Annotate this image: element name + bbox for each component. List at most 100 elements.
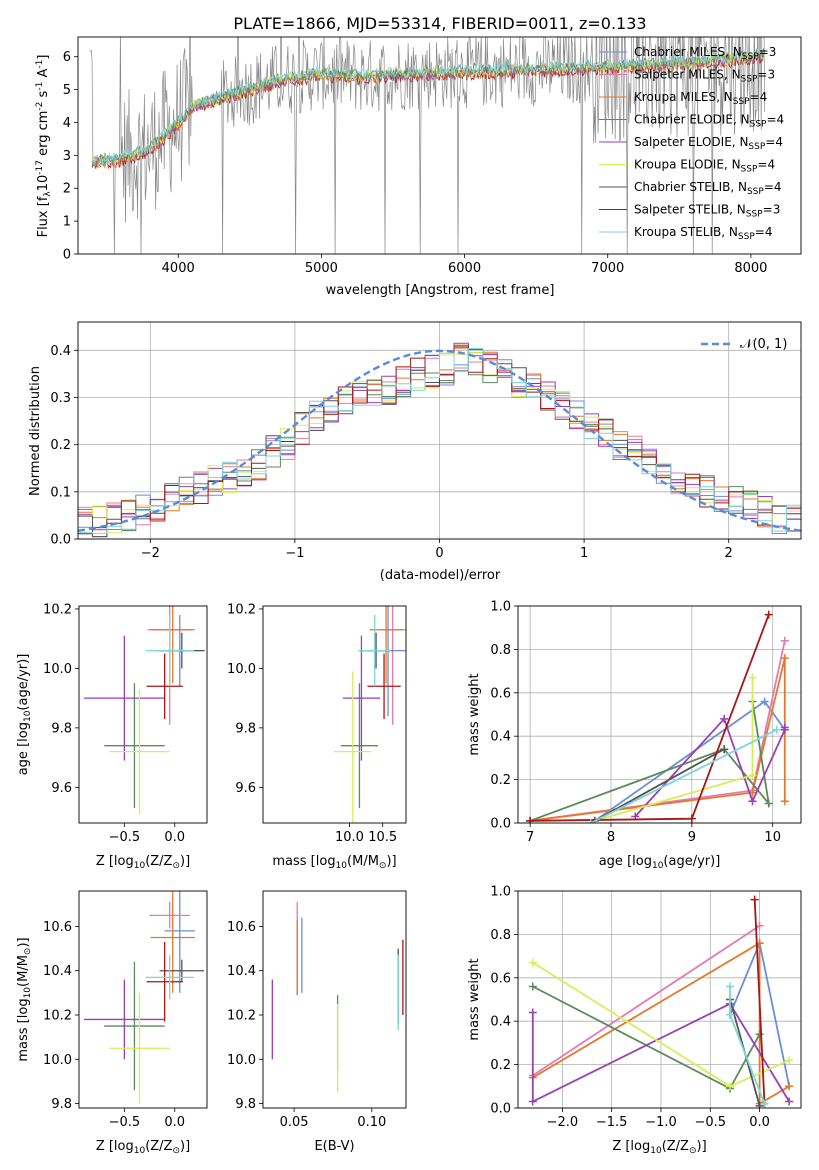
mass-weight-line xyxy=(531,1002,790,1103)
plus-marker xyxy=(720,745,729,754)
normal-curve-line xyxy=(78,349,801,532)
legend-series-name: Kroupa MILES xyxy=(634,90,716,104)
plus-marker xyxy=(760,697,769,706)
plus-marker xyxy=(764,610,773,619)
axis-label-part: (Z/Z xyxy=(145,1139,172,1154)
legend-series-name: Chabrier MILES xyxy=(634,45,725,59)
plot-area xyxy=(78,342,801,538)
y-tick-label: 0.6 xyxy=(490,686,511,701)
axis-label-part: (M/M xyxy=(347,854,379,869)
legend-label: Chabrier MILES, NSSP=3 xyxy=(634,45,776,62)
y-tick-label: 1.0 xyxy=(490,600,511,615)
legend-equals: = xyxy=(763,203,773,217)
axis-label-part: 10 xyxy=(23,710,33,722)
plot-area xyxy=(84,606,205,815)
plus-marker xyxy=(780,654,789,663)
axis-label: age [log10(age/yr)] xyxy=(599,854,721,871)
x-tick-label: 7000 xyxy=(591,261,624,276)
axis-label-part: )] xyxy=(386,854,396,869)
legend-label: Kroupa ELODIE, NSSP=4 xyxy=(634,158,775,175)
plus-marker xyxy=(785,1056,794,1065)
axis-label-part: Flux [f xyxy=(36,196,51,237)
mass-weight-line xyxy=(532,941,790,1106)
legend-nssp: 4 xyxy=(767,158,775,172)
x-tick-label: 6000 xyxy=(448,261,481,276)
axis-label-part: Z [log xyxy=(612,1139,650,1154)
legend-subscript: SSP xyxy=(738,232,755,242)
legend-label: Kroupa MILES, NSSP=4 xyxy=(634,90,767,107)
x-tick-label: −2.0 xyxy=(547,1115,579,1130)
plus-marker xyxy=(785,1097,794,1106)
legend-nssp: 3 xyxy=(767,68,775,82)
x-tick-label: −0.5 xyxy=(694,1115,726,1130)
x-tick-label: 8 xyxy=(607,830,615,845)
axis-label-part: (age/yr)] xyxy=(663,854,720,869)
y-tick-label: 0.6 xyxy=(490,971,511,986)
axis-label: Z [log10(Z/Z⊙)] xyxy=(612,1139,706,1156)
axis-label-part: ] xyxy=(36,55,51,60)
legend-equals: = xyxy=(765,135,775,149)
y-tick-label: 10.2 xyxy=(227,1009,256,1024)
y-tick-label: 0.2 xyxy=(490,1058,511,1073)
plus-marker xyxy=(720,714,729,723)
x-tick-label: 7 xyxy=(526,830,534,845)
legend-label: Salpeter ELODIE, NSSP=4 xyxy=(634,135,783,152)
x-tick-label: −1.0 xyxy=(645,1115,677,1130)
y-axis-label: Normed distribution xyxy=(28,366,43,496)
y-tick-label: 9.8 xyxy=(235,721,256,736)
y-tick-label: 4 xyxy=(63,116,71,131)
axis-label-part: 10 xyxy=(650,1146,662,1156)
y-tick-label: 9.8 xyxy=(235,1097,256,1112)
plot-area xyxy=(271,902,404,1093)
axis-label-part: (Z/Z xyxy=(662,1139,689,1154)
y-tick-label: 10.2 xyxy=(43,602,72,617)
axis-label-part: Z [log xyxy=(96,1139,134,1154)
axis-label-part: )] xyxy=(697,1139,707,1154)
axis-label: Z [log10(Z/Z⊙)] xyxy=(96,854,190,871)
axis-label-part: 10 xyxy=(23,987,33,999)
axis-label-part: 10 xyxy=(36,175,51,192)
y-tick-label: 9.6 xyxy=(235,781,256,796)
y-tick-label: 0.4 xyxy=(490,730,511,745)
histogram-step-line xyxy=(78,348,801,534)
y-tick-label: 0.2 xyxy=(490,773,511,788)
legend-separator: , xyxy=(724,68,732,82)
y-tick-label: 3 xyxy=(63,149,71,164)
axis-label-part: mass [log xyxy=(16,998,31,1061)
y-tick-label: 2 xyxy=(63,182,71,197)
y-tick-label: 10.2 xyxy=(43,1009,72,1024)
legend-label: Salpeter MILES, NSSP=3 xyxy=(634,68,775,85)
axis-label-part: ⊙ xyxy=(379,861,387,871)
legend-series-name: Salpeter ELODIE xyxy=(634,135,732,149)
figure-title: PLATE=1866, MJD=53314, FIBERID=0011, z=0… xyxy=(233,14,646,33)
plus-marker xyxy=(726,1082,735,1091)
legend-series-name: Kroupa STELIB xyxy=(634,225,721,239)
axis-label-part: A xyxy=(36,69,51,82)
legend-separator: , xyxy=(730,180,738,194)
legend-separator: , xyxy=(725,45,733,59)
axis-label-part: ⊙ xyxy=(172,861,180,871)
axis-label: age [log10(age/yr)] xyxy=(16,654,33,776)
mass-weight-line xyxy=(753,899,766,1104)
y-tick-label: 10.2 xyxy=(227,602,256,617)
legend-prefix: N xyxy=(737,203,746,217)
y-tick-label: 0.1 xyxy=(50,485,71,500)
y-tick-label: 0.4 xyxy=(50,344,71,359)
y-tick-label: 1 xyxy=(63,215,71,230)
plus-marker xyxy=(755,1030,764,1039)
x-tick-label: 1 xyxy=(580,546,588,561)
axis-label: Z [log10(Z/Z⊙)] xyxy=(96,1139,190,1156)
plus-marker xyxy=(526,816,535,823)
x-tick-label: 0.05 xyxy=(280,1115,309,1130)
y-tick-label: 10.0 xyxy=(227,662,256,677)
x-tick-label: 0 xyxy=(435,546,443,561)
legend-subscript: SSP xyxy=(742,52,759,62)
axis-label-part: s xyxy=(36,90,51,101)
axis-label-part: )] xyxy=(180,854,190,869)
legend-nssp: 3 xyxy=(773,203,781,217)
legend-nssp: 3 xyxy=(769,45,777,59)
plus-marker xyxy=(780,797,789,806)
age-vs-mass-panel: 10.0 10.5 9.6 9.8 10.0 10.2 mass [log10(M/M⊙)] xyxy=(227,602,407,871)
legend-equals: = xyxy=(755,225,765,239)
